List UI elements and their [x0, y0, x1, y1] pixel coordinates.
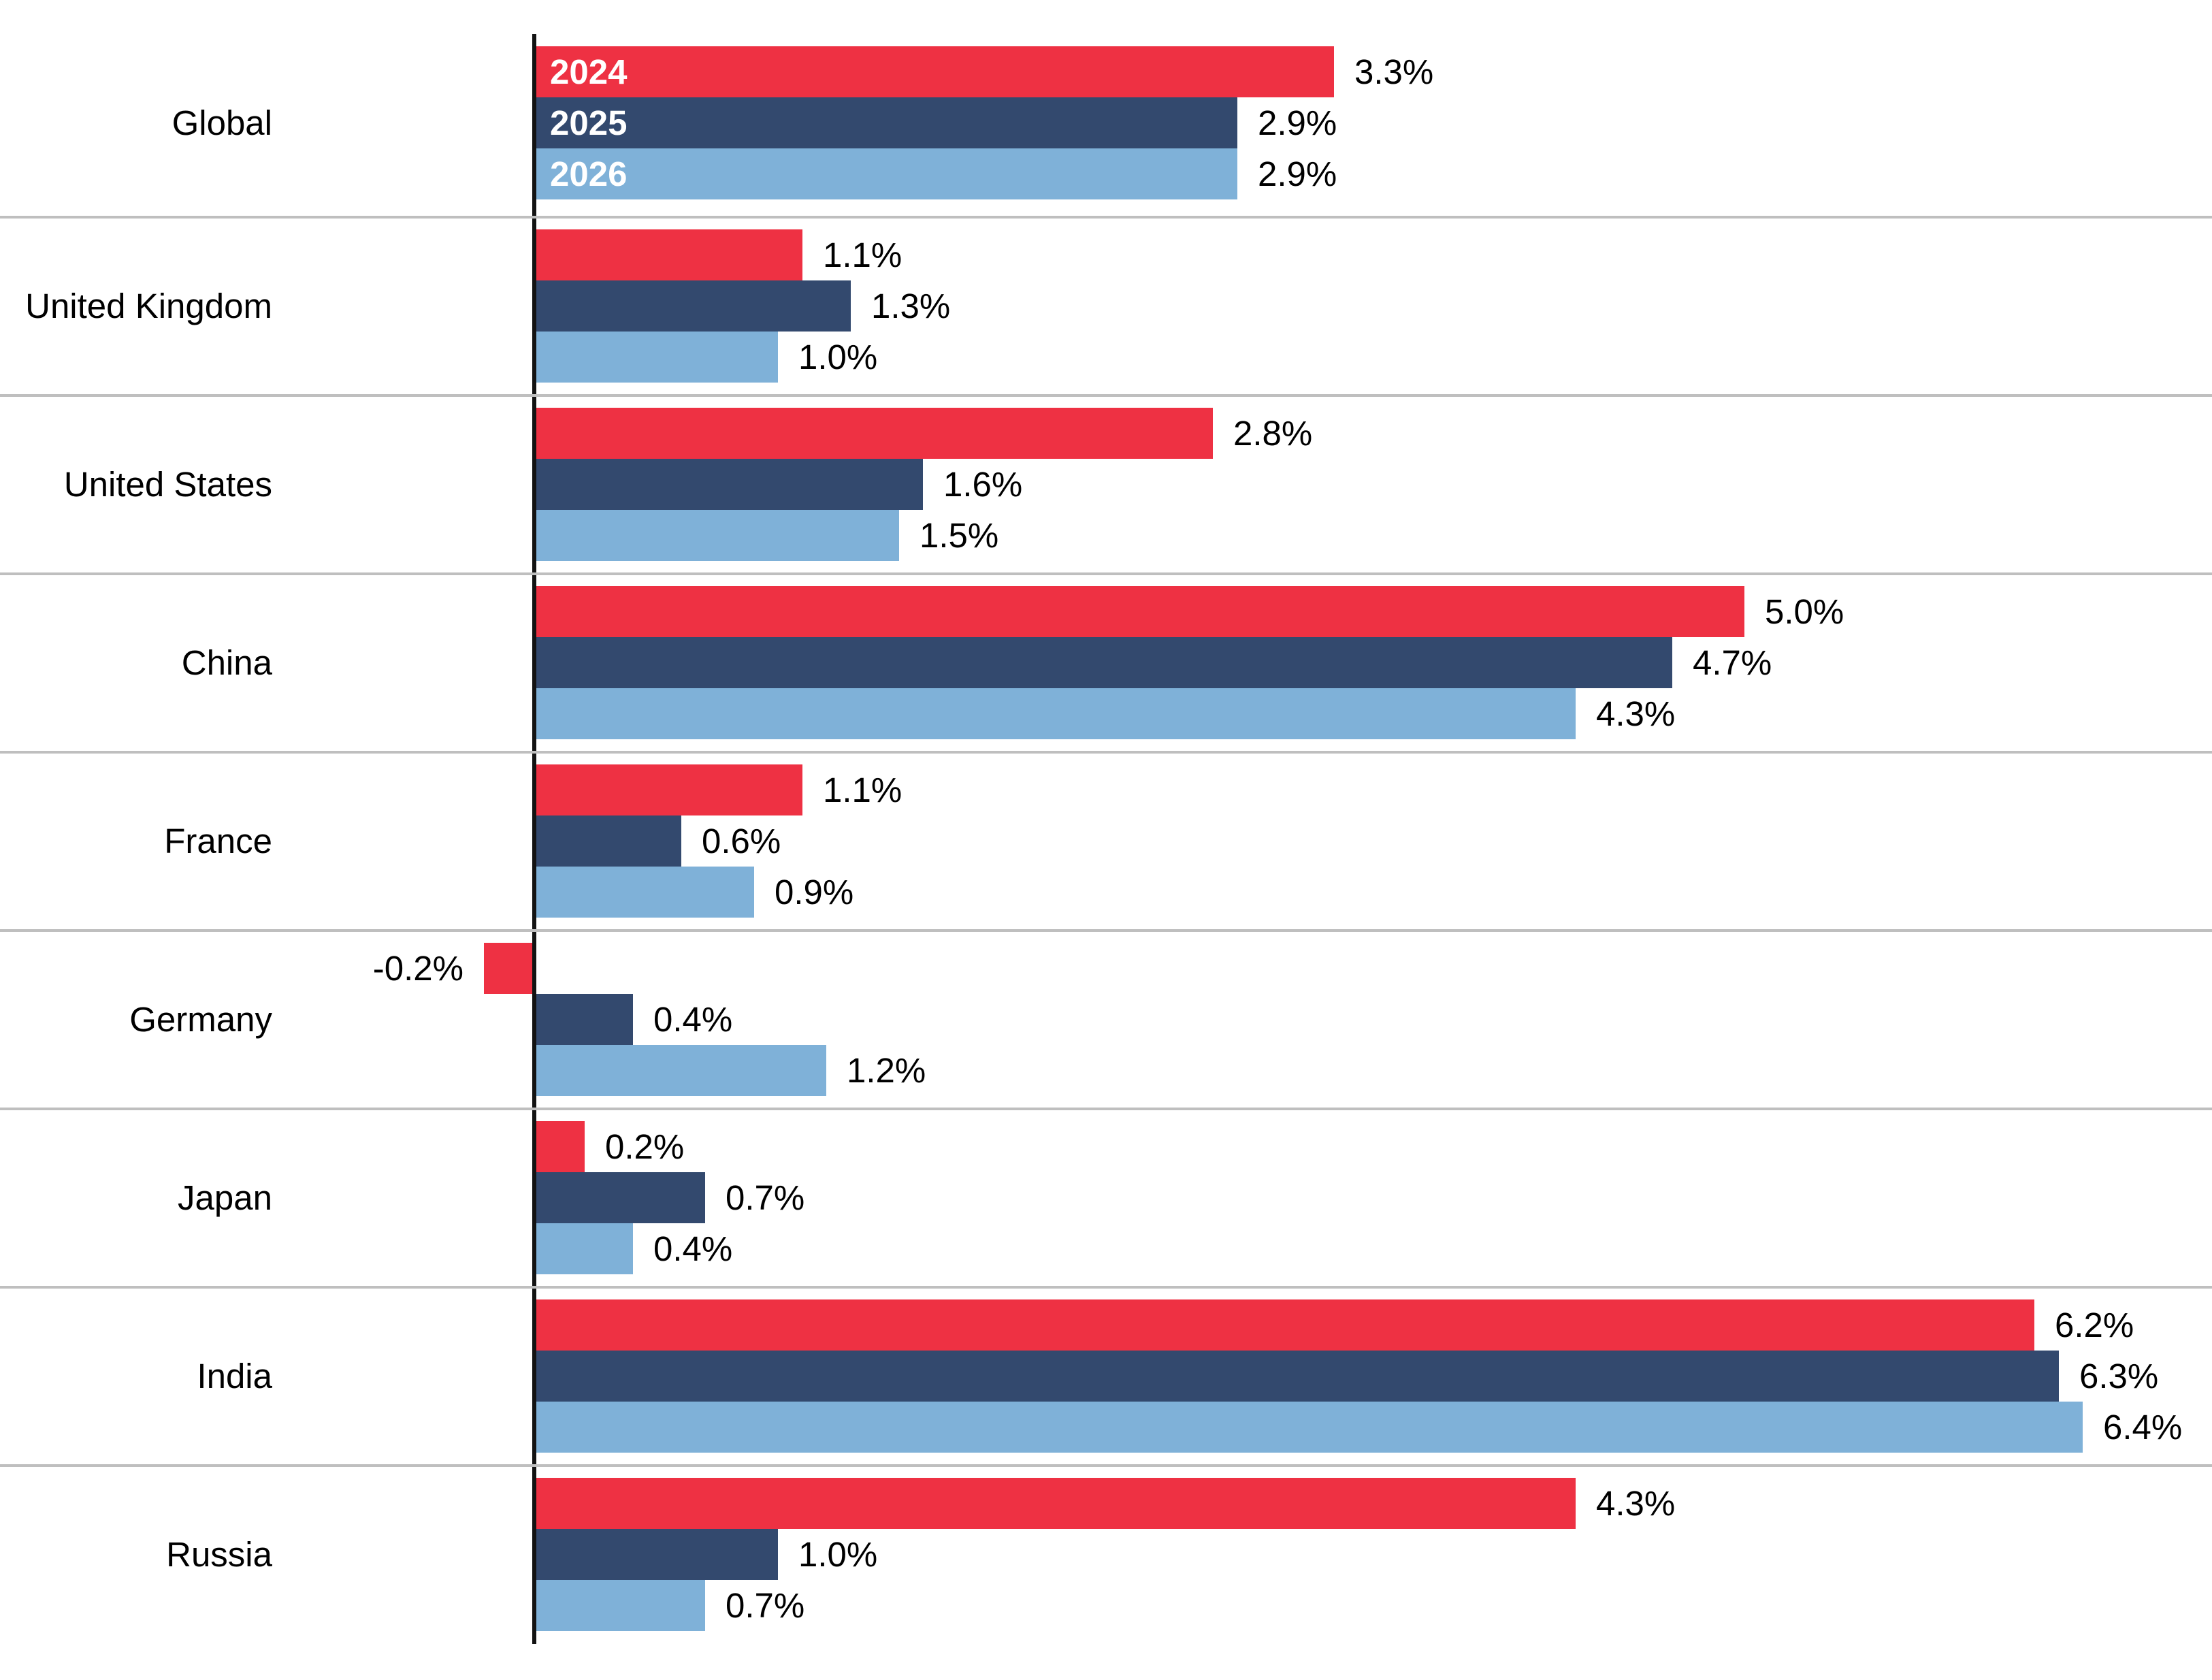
- row-separator-line: [0, 394, 2212, 397]
- value-label: 1.3%: [871, 287, 951, 325]
- category-label: Russia: [166, 1535, 272, 1574]
- bar-2026-india: [536, 1402, 2083, 1453]
- row-separator-line: [0, 216, 2212, 219]
- bar-2025-france: [536, 815, 681, 867]
- bar-2025-russia: [536, 1529, 778, 1580]
- value-label: 1.1%: [823, 236, 902, 274]
- bar-2025-japan: [536, 1172, 705, 1223]
- bar-2024-russia: [536, 1478, 1576, 1529]
- bar-2026-global: 2026: [536, 148, 1237, 199]
- row-separator-line: [0, 572, 2212, 575]
- value-label: 3.3%: [1354, 52, 1434, 91]
- value-label: 4.3%: [1596, 694, 1676, 733]
- value-label: 6.3%: [2079, 1357, 2159, 1395]
- value-label: 5.0%: [1765, 592, 1844, 631]
- value-label: 0.6%: [702, 822, 781, 860]
- value-label: 2.9%: [1258, 103, 1337, 142]
- legend-year-label: 2026: [550, 155, 628, 193]
- category-label: United Kingdom: [25, 287, 272, 325]
- row-separator-line: [0, 929, 2212, 932]
- bar-2024-united-kingdom: [536, 229, 802, 280]
- value-label: -0.2%: [372, 949, 463, 988]
- bar-2025-china: [536, 637, 1672, 688]
- legend-year-label: 2025: [550, 103, 628, 142]
- bar-2025-germany: [536, 994, 633, 1045]
- bar-2026-france: [536, 867, 754, 918]
- bar-2026-united-states: [536, 510, 899, 561]
- value-label: 0.4%: [653, 1000, 733, 1039]
- value-label: 1.1%: [823, 771, 902, 809]
- value-label: 6.2%: [2055, 1306, 2134, 1344]
- legend-year-label: 2024: [550, 52, 628, 91]
- value-label: 1.0%: [798, 1535, 878, 1574]
- value-label: 0.7%: [726, 1178, 805, 1217]
- category-label: India: [197, 1357, 272, 1395]
- value-label: 2.8%: [1233, 414, 1313, 453]
- value-label: 0.2%: [605, 1127, 685, 1166]
- bar-2024-india: [536, 1299, 2034, 1351]
- bar-2024-global: 2024: [536, 46, 1334, 97]
- category-label: Global: [172, 103, 272, 142]
- bar-2025-global: 2025: [536, 97, 1237, 148]
- category-label: China: [181, 643, 272, 682]
- category-label: United States: [63, 465, 272, 504]
- bar-2024-united-states: [536, 408, 1213, 459]
- value-label: 1.0%: [798, 338, 878, 376]
- bar-2024-france: [536, 764, 802, 815]
- bar-2025-india: [536, 1351, 2059, 1402]
- row-separator-line: [0, 751, 2212, 754]
- bar-2025-united-states: [536, 459, 923, 510]
- value-label: 6.4%: [2103, 1408, 2183, 1447]
- category-label: Germany: [129, 1000, 272, 1039]
- bar-2024-china: [536, 586, 1744, 637]
- value-label: 4.3%: [1596, 1484, 1676, 1523]
- category-label: France: [164, 822, 272, 860]
- value-label: 2.9%: [1258, 155, 1337, 193]
- category-label: Japan: [178, 1178, 272, 1217]
- bar-2025-united-kingdom: [536, 280, 851, 332]
- value-label: 1.6%: [943, 465, 1023, 504]
- bar-2026-china: [536, 688, 1576, 739]
- value-label: 1.5%: [920, 516, 999, 555]
- value-label: 0.9%: [775, 873, 854, 911]
- value-label: 0.4%: [653, 1229, 733, 1268]
- value-label: 4.7%: [1693, 643, 1772, 682]
- bar-2024-germany: [484, 943, 532, 994]
- bar-2024-japan: [536, 1121, 585, 1172]
- bar-2026-germany: [536, 1045, 826, 1096]
- row-separator-line: [0, 1464, 2212, 1467]
- row-separator-line: [0, 1286, 2212, 1289]
- value-label: 1.2%: [847, 1051, 926, 1090]
- zero-axis-line: [532, 34, 536, 1644]
- bar-2026-russia: [536, 1580, 705, 1631]
- value-label: 0.7%: [726, 1586, 805, 1625]
- bar-2026-japan: [536, 1223, 633, 1274]
- row-separator-line: [0, 1108, 2212, 1110]
- bar-2026-united-kingdom: [536, 332, 778, 383]
